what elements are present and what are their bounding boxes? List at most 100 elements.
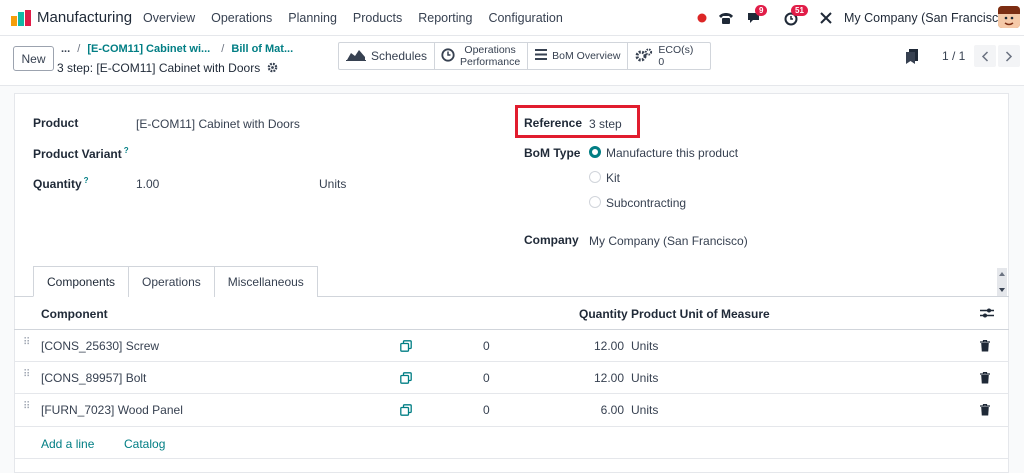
drag-handle-icon[interactable]: ⠿	[23, 401, 31, 412]
component-cell[interactable]: [CONS_89957] Bolt	[41, 371, 147, 385]
optional-columns-icon[interactable]	[980, 307, 994, 322]
activities-badge: 51	[791, 5, 808, 16]
pager-value[interactable]: 1 / 1	[942, 49, 966, 63]
add-line-link[interactable]: Add a line	[41, 437, 95, 451]
help-tooltip-icon[interactable]: ?	[123, 146, 129, 155]
tab-components[interactable]: Components	[33, 266, 129, 297]
company-field[interactable]: My Company (San Francisco)	[589, 234, 748, 248]
tab-miscellaneous[interactable]: Miscellaneous	[213, 266, 318, 297]
operations-performance-button[interactable]: Operations Performance	[435, 43, 529, 69]
new-button[interactable]: New	[13, 46, 54, 71]
bom-type-label: BoM Type	[524, 146, 581, 160]
bom-type-option-subcontracting[interactable]: Subcontracting	[606, 196, 687, 210]
component-cell[interactable]: [CONS_25630] Screw	[41, 339, 160, 353]
bom-type-radio-subcontracting[interactable]	[589, 196, 601, 208]
cogs-icon	[635, 47, 653, 65]
smart-buttons: Schedules Operations Performance BoM Ove…	[338, 42, 712, 70]
clock-icon	[441, 47, 455, 65]
breadcrumb-product[interactable]: [E-COM11] Cabinet wi...	[87, 43, 211, 55]
pager-previous-button[interactable]	[974, 45, 996, 67]
column-header-component[interactable]: Component	[41, 307, 108, 321]
bom-type-option-manufacture[interactable]: Manufacture this product	[606, 146, 739, 160]
messages-badge: 9	[755, 5, 768, 16]
bom-type-radio-manufacture[interactable]	[589, 146, 601, 158]
phone-icon[interactable]	[716, 7, 736, 29]
breadcrumb-bom[interactable]: Bill of Mat...	[231, 43, 294, 55]
operations-perf-line1: Operations	[464, 44, 516, 56]
manufacturing-app-icon[interactable]	[11, 10, 31, 26]
column-header-quantity[interactable]: Quantity	[579, 307, 628, 321]
tabs-scrollbar[interactable]	[996, 268, 1008, 296]
app-name[interactable]: Manufacturing	[37, 9, 133, 26]
quantity-cell[interactable]: 12.00	[593, 371, 624, 385]
table-row[interactable]: ⠿ [CONS_89957] Bolt 0 12.00 Units	[14, 362, 1009, 394]
menu-operations[interactable]: Operations	[211, 11, 273, 25]
bom-overview-button[interactable]: BoM Overview	[528, 43, 629, 69]
uom-cell[interactable]: Units	[631, 371, 659, 385]
gear-icon[interactable]	[267, 62, 278, 76]
eco-label: ECO(s)	[658, 44, 694, 56]
copy-icon[interactable]	[400, 340, 412, 355]
quantity-label: Quantity?	[33, 176, 89, 191]
drag-handle-icon[interactable]: ⠿	[23, 337, 31, 348]
product-field[interactable]: [E-COM11] Cabinet with Doors	[136, 117, 300, 131]
breadcrumb-ellipsis[interactable]: ...	[61, 43, 71, 55]
company-label: Company	[524, 233, 579, 247]
tools-icon[interactable]	[818, 7, 834, 29]
copy-icon[interactable]	[400, 404, 412, 419]
quantity-field[interactable]: 1.00	[136, 177, 160, 191]
trash-icon[interactable]	[980, 339, 990, 355]
availability-cell: 0	[483, 339, 490, 353]
reference-field[interactable]: 3 step	[589, 117, 622, 131]
record-dot-icon[interactable]	[696, 7, 708, 29]
tab-operations[interactable]: Operations	[128, 266, 214, 297]
component-cell[interactable]: [FURN_7023] Wood Panel	[41, 403, 183, 417]
reference-highlight	[515, 105, 640, 138]
menu-overview[interactable]: Overview	[143, 11, 196, 25]
trash-icon[interactable]	[980, 403, 990, 419]
activities-icon[interactable]: 51	[780, 5, 808, 29]
help-tooltip-icon[interactable]: ?	[83, 176, 89, 185]
menu-products[interactable]: Products	[352, 11, 403, 25]
messages-icon[interactable]: 9	[744, 5, 768, 29]
eco-button[interactable]: ECO(s) 0	[628, 43, 710, 69]
bom-type-radio-kit[interactable]	[589, 171, 601, 183]
notebook-tabs: Components Operations Miscellaneous	[33, 266, 318, 297]
table-row[interactable]: ⠿ [FURN_7023] Wood Panel 0 6.00 Units	[14, 394, 1009, 427]
availability-cell: 0	[483, 371, 490, 385]
bom-type-option-kit[interactable]: Kit	[606, 171, 621, 185]
product-variant-label-text: Product Variant	[33, 147, 122, 161]
trash-icon[interactable]	[980, 371, 990, 387]
operations-performance-label: Operations Performance	[460, 44, 520, 68]
quantity-cell[interactable]: 12.00	[593, 339, 624, 353]
record-title-row: 3 step: [E-COM11] Cabinet with Doors	[57, 61, 278, 76]
drag-handle-icon[interactable]: ⠿	[23, 369, 31, 380]
user-avatar[interactable]	[998, 6, 1020, 28]
copy-icon[interactable]	[400, 372, 412, 387]
column-header-uom[interactable]: Product Unit of Measure	[631, 307, 770, 321]
catalog-link[interactable]: Catalog	[124, 437, 166, 451]
availability-cell: 0	[483, 403, 490, 417]
product-variant-field[interactable]	[136, 146, 476, 162]
menu-configuration[interactable]: Configuration	[488, 11, 563, 25]
menu-reporting[interactable]: Reporting	[418, 11, 473, 25]
quantity-cell[interactable]: 6.00	[600, 403, 624, 417]
uom-cell[interactable]: Units	[631, 403, 659, 417]
breadcrumb-separator: /	[221, 43, 225, 55]
tabs-divider	[14, 296, 1009, 297]
breadcrumb: ... / [E-COM11] Cabinet wi... / Bill of …	[61, 43, 293, 55]
schedules-button[interactable]: Schedules	[339, 43, 436, 69]
uom-cell[interactable]: Units	[631, 339, 659, 353]
menu-planning[interactable]: Planning	[288, 11, 337, 25]
pager-next-button[interactable]	[998, 45, 1020, 67]
attachment-icon[interactable]	[906, 49, 918, 67]
table-footer-divider	[14, 458, 1009, 459]
table-row[interactable]: ⠿ [CONS_25630] Screw 0 12.00 Units	[14, 330, 1009, 362]
control-panel: New ... / [E-COM11] Cabinet wi... / Bill…	[0, 36, 1024, 86]
quantity-label-text: Quantity	[33, 177, 82, 191]
company-switcher[interactable]: My Company (San Francisco)	[844, 11, 1010, 25]
eco-count: 0	[658, 56, 665, 68]
main-menu: Overview Operations Planning Products Re…	[143, 11, 579, 25]
quantity-uom-field[interactable]: Units	[319, 177, 347, 191]
eco-label-group: ECO(s) 0	[658, 44, 693, 68]
